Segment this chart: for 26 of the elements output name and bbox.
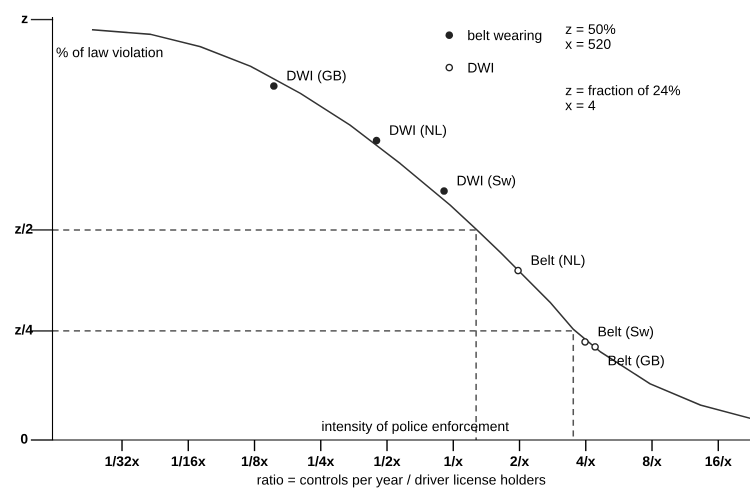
x-tick-label: 1/4x <box>308 456 334 466</box>
annotation: z = fraction of 24% x = 4 <box>565 85 680 110</box>
annotation: DWI (Sw) <box>458 175 516 188</box>
annotation: % of law violation <box>56 47 162 58</box>
x-tick-label: 1/16x <box>172 456 206 466</box>
text: z <box>22 16 28 24</box>
x-tick-label: 16/x <box>706 456 732 466</box>
annotation: z/4 <box>15 324 33 335</box>
x-tick-label: 1/32x <box>106 456 140 466</box>
x-tick-label: 1/x <box>444 456 463 466</box>
annotation: Belt (NL) <box>532 254 585 268</box>
x-tick-label: 1/8x <box>242 456 268 466</box>
annotation: z/2 <box>15 224 32 234</box>
x-tick-label: 4/x <box>576 456 596 466</box>
annotation: intensity of police enforcement <box>322 420 509 434</box>
annotation: DWI (NL) <box>390 124 446 138</box>
annotation: Belt (Sw) <box>598 326 654 340</box>
x-axis-title: ratio = controls per year / driver license holders <box>258 474 546 488</box>
x-tick-label: 8/x <box>642 456 662 466</box>
x-tick-label: 2/x <box>510 456 530 466</box>
legend-label: DWI <box>468 62 494 72</box>
annotation: DWI (GB) <box>287 70 346 84</box>
legend-label: belt wearing <box>468 30 542 43</box>
annotation: z = 50% x = 520 <box>565 24 616 49</box>
x-tick-label: 1/2x <box>374 456 400 466</box>
text: 0 <box>20 434 28 444</box>
